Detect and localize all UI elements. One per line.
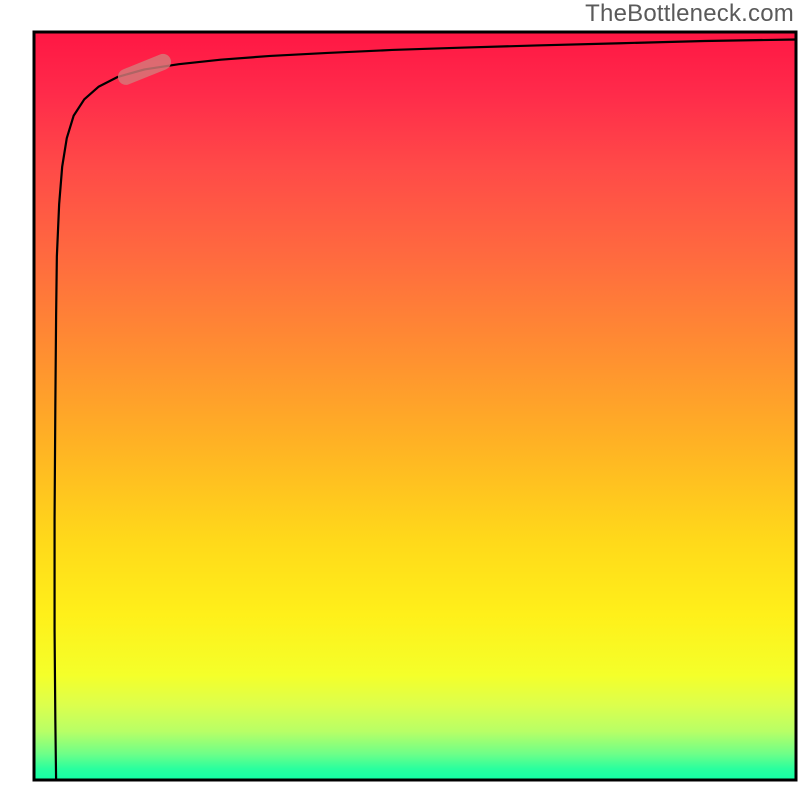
watermark-label: TheBottleneck.com <box>585 0 794 28</box>
chart-container: TheBottleneck.com <box>0 0 800 800</box>
plot-group <box>34 32 796 780</box>
plot-background <box>34 32 796 780</box>
bottleneck-chart <box>0 0 800 800</box>
